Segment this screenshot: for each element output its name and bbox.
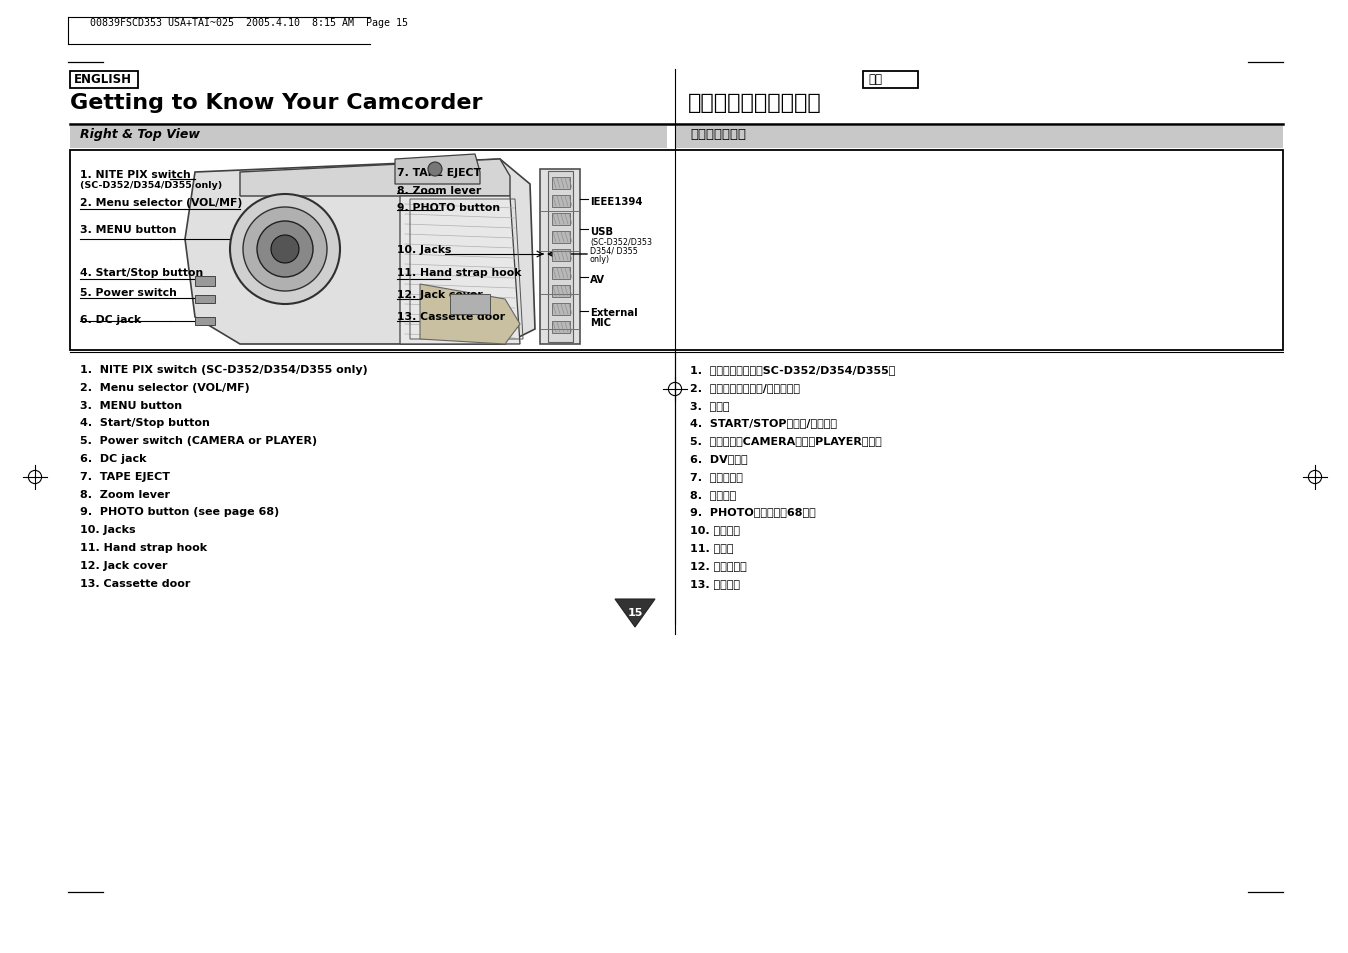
Text: 7.  影帶取出鍵: 7. 影帶取出鍵	[690, 472, 743, 481]
Text: 1.  NITE PIX switch (SC-D352/D354/D355 only): 1. NITE PIX switch (SC-D352/D354/D355 on…	[80, 365, 368, 375]
Text: 15: 15	[627, 607, 643, 618]
Bar	[70, 71, 137, 89]
Bar	[70, 151, 1283, 351]
Text: 5.  Power switch (CAMERA or PLAYER): 5. Power switch (CAMERA or PLAYER)	[80, 436, 317, 446]
Bar	[551, 178, 570, 190]
Text: Getting to Know Your Camcorder: Getting to Know Your Camcorder	[70, 92, 483, 112]
Text: 2.  Menu selector (VOL/MF): 2. Menu selector (VOL/MF)	[80, 382, 249, 393]
Text: 6.  DV線插槽: 6. DV線插槽	[690, 454, 748, 463]
Bar	[195, 295, 214, 304]
Circle shape	[271, 235, 299, 264]
Text: MIC: MIC	[590, 317, 611, 328]
Text: 1.  夜間拍攝鍵（僅適SC-D352/D354/D355）: 1. 夜間拍攝鍵（僅適SC-D352/D354/D355）	[690, 365, 895, 375]
Text: 2. Menu selector (VOL/MF): 2. Menu selector (VOL/MF)	[80, 198, 243, 208]
Text: 6. DC jack: 6. DC jack	[80, 314, 142, 325]
Polygon shape	[400, 196, 520, 345]
Circle shape	[429, 163, 442, 177]
Text: 12. 輸出入座蓋: 12. 輸出入座蓋	[690, 560, 747, 570]
Bar	[195, 317, 214, 326]
Bar	[675, 127, 1283, 149]
Bar	[551, 268, 570, 280]
Text: 5.  電源開關（CAMERA拍攝或PLAYER放映）: 5. 電源開關（CAMERA拍攝或PLAYER放映）	[690, 436, 882, 446]
Polygon shape	[240, 160, 510, 196]
Bar	[70, 127, 667, 149]
Bar	[551, 232, 570, 244]
Text: 1. NITE PIX switch: 1. NITE PIX switch	[80, 170, 191, 180]
Text: 8. Zoom lever: 8. Zoom lever	[398, 186, 481, 195]
Text: only): only)	[590, 254, 611, 264]
Text: 4. Start/Stop button: 4. Start/Stop button	[80, 268, 204, 277]
Text: IEEE1394: IEEE1394	[590, 196, 643, 207]
Text: 右視圖和下視圖: 右視圖和下視圖	[690, 128, 745, 141]
Text: 5. Power switch: 5. Power switch	[80, 288, 177, 297]
Text: D354/ D355: D354/ D355	[590, 247, 638, 255]
Text: 10. Jacks: 10. Jacks	[80, 525, 136, 535]
Bar	[450, 294, 491, 314]
Bar	[551, 213, 570, 226]
Text: 3.  選單鍵: 3. 選單鍵	[690, 400, 729, 410]
Bar	[863, 71, 918, 89]
Text: (SC-D352/D353: (SC-D352/D353	[590, 237, 652, 247]
Text: 13. 影帶蚕蓋: 13. 影帶蚕蓋	[690, 578, 740, 588]
Text: 8.  Zoom lever: 8. Zoom lever	[80, 489, 170, 499]
Text: 11. Hand strap hook: 11. Hand strap hook	[398, 268, 522, 277]
Bar	[549, 172, 573, 343]
Text: 3. MENU button: 3. MENU button	[80, 225, 177, 234]
Text: 00839FSCD353 USA+TAI~025  2005.4.10  8:15 AM  Page 15: 00839FSCD353 USA+TAI~025 2005.4.10 8:15 …	[90, 18, 408, 28]
Text: 12. Jack cover: 12. Jack cover	[398, 290, 483, 299]
Bar	[541, 170, 580, 345]
Text: ENGLISH: ENGLISH	[74, 73, 132, 86]
Text: 7.  TAPE EJECT: 7. TAPE EJECT	[80, 472, 170, 481]
Text: External: External	[590, 308, 638, 317]
Circle shape	[231, 194, 340, 305]
Bar	[551, 304, 570, 315]
Text: 4.  START/STOP（開始/停止）鍵: 4. START/STOP（開始/停止）鍵	[690, 418, 837, 428]
Text: 10. Jacks: 10. Jacks	[398, 245, 452, 254]
Text: 13. Cassette door: 13. Cassette door	[80, 578, 190, 588]
Text: 9. PHOTO button: 9. PHOTO button	[398, 203, 500, 213]
Circle shape	[257, 222, 313, 277]
Text: 2.  選單選擇鍵（音量/手動對焦）: 2. 選單選擇鍵（音量/手動對焦）	[690, 382, 799, 393]
Polygon shape	[615, 599, 655, 627]
Text: 7. TAPE EJECT: 7. TAPE EJECT	[398, 168, 481, 178]
Text: Right & Top View: Right & Top View	[80, 128, 200, 141]
Circle shape	[243, 208, 328, 292]
Polygon shape	[395, 154, 480, 185]
Text: 11. Hand strap hook: 11. Hand strap hook	[80, 542, 208, 553]
Text: 9.  PHOTO button (see page 68): 9. PHOTO button (see page 68)	[80, 507, 279, 517]
Text: 10. 輸出入座: 10. 輸出入座	[690, 525, 740, 535]
Text: 13. Cassette door: 13. Cassette door	[398, 312, 506, 322]
Text: 9.  PHOTO拍照鍵（見68頁）: 9. PHOTO拍照鍵（見68頁）	[690, 507, 816, 517]
Text: 3.  MENU button: 3. MENU button	[80, 400, 182, 410]
Polygon shape	[421, 285, 520, 345]
Text: 8.  變焦手柄: 8. 變焦手柄	[690, 489, 736, 499]
Bar	[195, 276, 214, 287]
Text: 了解您的數位攝錄影機: 了解您的數位攝錄影機	[687, 92, 822, 112]
Text: USB: USB	[590, 227, 613, 236]
Bar	[551, 250, 570, 262]
Bar	[551, 322, 570, 334]
Bar	[551, 195, 570, 208]
Text: (SC-D352/D354/D355 only): (SC-D352/D354/D355 only)	[80, 181, 222, 190]
Text: 基準: 基準	[868, 73, 882, 86]
Bar	[551, 286, 570, 297]
Text: AV: AV	[590, 274, 605, 285]
Polygon shape	[185, 160, 535, 345]
Text: 6.  DC jack: 6. DC jack	[80, 454, 147, 463]
Text: 12. Jack cover: 12. Jack cover	[80, 560, 167, 570]
Text: 4.  Start/Stop button: 4. Start/Stop button	[80, 418, 210, 428]
Text: 11. 手帶扣: 11. 手帶扣	[690, 542, 733, 553]
